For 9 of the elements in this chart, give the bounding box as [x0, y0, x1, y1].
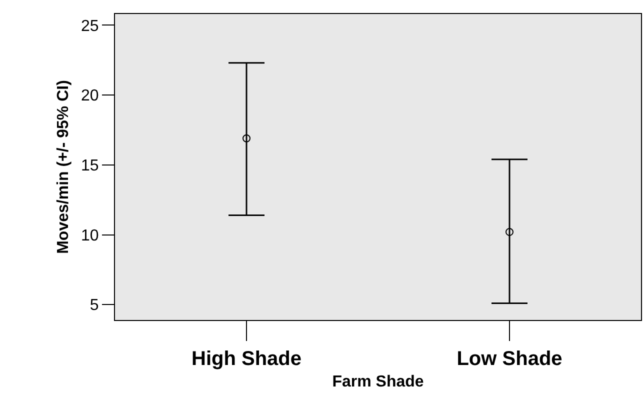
y-tick-label: 25 [81, 18, 99, 35]
x-tick-label: High Shade [191, 348, 302, 370]
x-axis-title: Farm Shade [332, 374, 424, 391]
y-axis-title: Moves/min (+/- 95% CI) [54, 80, 72, 254]
y-tick-label: 15 [81, 158, 99, 174]
y-tick-label: 5 [90, 297, 99, 314]
x-tick-label: Low Shade [456, 348, 562, 370]
y-tick-label: 20 [81, 88, 99, 105]
y-tick-label: 10 [81, 227, 99, 244]
